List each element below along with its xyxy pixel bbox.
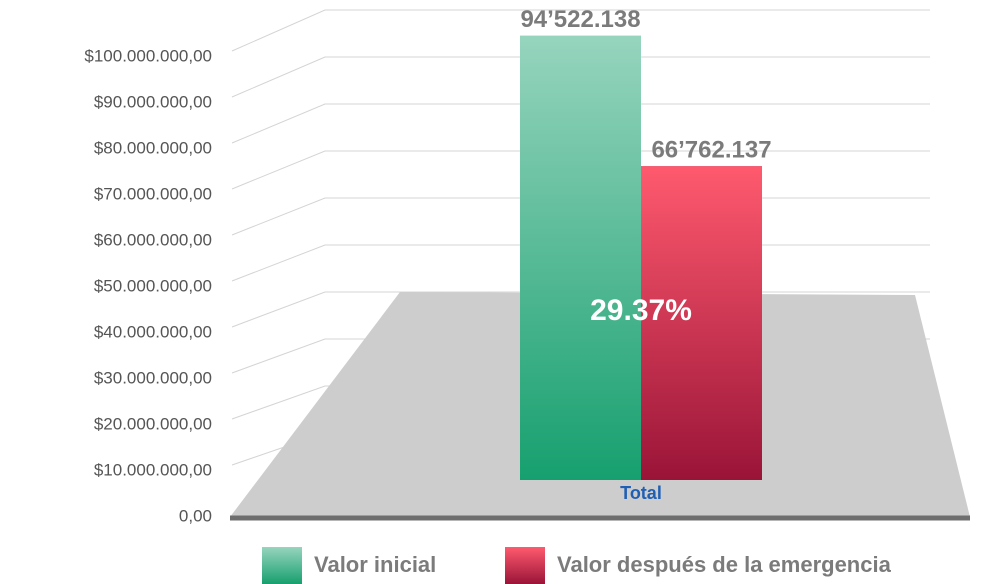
y-tick-label: $50.000.000,00 bbox=[94, 276, 212, 295]
y-tick-label: $10.000.000,00 bbox=[94, 460, 212, 479]
data-label: 94’522.138 bbox=[520, 6, 640, 33]
y-tick-label: $80.000.000,00 bbox=[94, 138, 212, 157]
y-tick-label: $100.000.000,00 bbox=[84, 46, 212, 65]
legend-label: Valor después de la emergencia bbox=[557, 552, 892, 577]
y-tick-label: $60.000.000,00 bbox=[94, 230, 212, 249]
grid-line bbox=[231, 103, 930, 144]
bar-sheen bbox=[641, 166, 762, 480]
grid-line bbox=[231, 56, 930, 98]
grid-line bbox=[231, 9, 930, 52]
y-tick-label: $70.000.000,00 bbox=[94, 184, 212, 203]
y-tick-label: $40.000.000,00 bbox=[94, 322, 212, 341]
y-tick-label: 0,00 bbox=[179, 506, 212, 525]
x-tick-label: Total bbox=[620, 483, 662, 503]
grid-line bbox=[231, 150, 930, 190]
bar-sheen bbox=[520, 35, 641, 481]
y-tick-label: $30.000.000,00 bbox=[94, 368, 212, 387]
annotation: 29.37% bbox=[590, 294, 692, 327]
legend-label: Valor inicial bbox=[314, 552, 436, 577]
legend-sheen bbox=[262, 547, 302, 584]
y-tick-label: $20.000.000,00 bbox=[94, 414, 212, 433]
data-label: 66’762.137 bbox=[651, 137, 771, 164]
y-tick-label: $90.000.000,00 bbox=[94, 92, 212, 111]
legend-sheen bbox=[505, 547, 545, 584]
